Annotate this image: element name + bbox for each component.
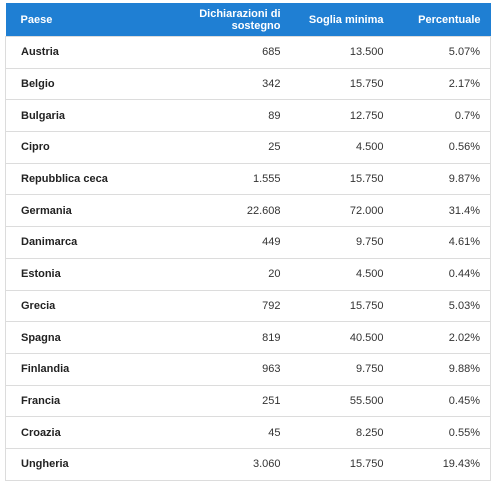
table-row: Belgio 342 15.750 2.17% xyxy=(5,67,491,101)
value-cell: 22.608 xyxy=(165,194,291,228)
value-cell: 251 xyxy=(165,384,291,418)
table-header: Paese Dichiarazioni di sostegno Soglia min… xyxy=(5,3,491,37)
table-row: Estonia 20 4.500 0.44% xyxy=(5,257,491,291)
header-cell: Percentuale xyxy=(393,3,491,37)
value-cell: 15.750 xyxy=(290,162,394,196)
table-row: Bulgaria 89 12.750 0.7% xyxy=(5,99,491,133)
header-cell: Soglia minima xyxy=(290,3,394,37)
value-cell: 9.750 xyxy=(290,226,394,259)
value-cell: 0.7% xyxy=(393,99,491,133)
value-cell: 45 xyxy=(165,416,291,449)
table-row: Francia 251 55.500 0.45% xyxy=(5,384,491,418)
table-row: Danimarca 449 9.750 4.61% xyxy=(5,226,491,259)
value-cell: 0.56% xyxy=(393,131,491,164)
value-cell: 9.88% xyxy=(393,352,491,386)
country-cell: Cipro xyxy=(5,131,166,164)
value-cell: 15.750 xyxy=(290,67,394,101)
country-cell: Repubblica ceca xyxy=(5,162,166,196)
value-cell: 40.500 xyxy=(290,321,394,354)
header-cell: Dichiarazioni di sostegno xyxy=(165,3,291,37)
value-cell: 19.43% xyxy=(393,447,491,481)
value-cell: 819 xyxy=(165,321,291,354)
table-row: Spagna 819 40.500 2.02% xyxy=(5,321,491,354)
country-cell: Francia xyxy=(5,384,166,418)
value-cell: 4.500 xyxy=(290,257,394,291)
country-cell: Croazia xyxy=(5,416,166,449)
value-cell: 2.17% xyxy=(393,67,491,101)
country-cell: Grecia xyxy=(5,289,166,323)
table-body: Austria 685 13.500 5.07% Belgio 342 15.750 2.17… xyxy=(5,36,491,481)
value-cell: 31.4% xyxy=(393,194,491,228)
country-cell: Spagna xyxy=(5,321,166,354)
table-row: Ungheria 3.060 15.750 19.43% xyxy=(5,447,491,481)
table-row: Grecia 792 15.750 5.03% xyxy=(5,289,491,323)
country-cell: Estonia xyxy=(5,257,166,291)
value-cell: 1.555 xyxy=(165,162,291,196)
table-row: Germania 22.608 72.000 31.4% xyxy=(5,194,491,228)
table-row: Austria 685 13.500 5.07% xyxy=(5,36,491,69)
country-cell: Danimarca xyxy=(5,226,166,259)
value-cell: 792 xyxy=(165,289,291,323)
value-cell: 15.750 xyxy=(290,447,394,481)
value-cell: 15.750 xyxy=(290,289,394,323)
table-row: Croazia 45 8.250 0.55% xyxy=(5,416,491,449)
value-cell: 5.03% xyxy=(393,289,491,323)
value-cell: 5.07% xyxy=(393,36,491,69)
country-cell: Austria xyxy=(5,36,166,69)
table-row: Repubblica ceca 1.555 15.750 9.87% xyxy=(5,162,491,196)
country-cell: Ungheria xyxy=(5,447,166,481)
value-cell: 12.750 xyxy=(290,99,394,133)
country-cell: Finlandia xyxy=(5,352,166,386)
value-cell: 0.55% xyxy=(393,416,491,449)
value-cell: 13.500 xyxy=(290,36,394,69)
value-cell: 9.750 xyxy=(290,352,394,386)
value-cell: 89 xyxy=(165,99,291,133)
header-row: Paese Dichiarazioni di sostegno Soglia min… xyxy=(5,3,491,37)
data-table: Paese Dichiarazioni di sostegno Soglia min… xyxy=(5,3,491,481)
country-cell: Belgio xyxy=(5,67,166,101)
country-cell: Germania xyxy=(5,194,166,228)
value-cell: 4.500 xyxy=(290,131,394,164)
value-cell: 20 xyxy=(165,257,291,291)
value-cell: 963 xyxy=(165,352,291,386)
value-cell: 449 xyxy=(165,226,291,259)
value-cell: 25 xyxy=(165,131,291,164)
value-cell: 55.500 xyxy=(290,384,394,418)
table-row: Cipro 25 4.500 0.56% xyxy=(5,131,491,164)
value-cell: 4.61% xyxy=(393,226,491,259)
value-cell: 72.000 xyxy=(290,194,394,228)
value-cell: 342 xyxy=(165,67,291,101)
value-cell: 2.02% xyxy=(393,321,491,354)
value-cell: 8.250 xyxy=(290,416,394,449)
value-cell: 0.45% xyxy=(393,384,491,418)
header-cell: Paese xyxy=(5,3,166,37)
country-cell: Bulgaria xyxy=(5,99,166,133)
table-row: Finlandia 963 9.750 9.88% xyxy=(5,352,491,386)
value-cell: 0.44% xyxy=(393,257,491,291)
value-cell: 685 xyxy=(165,36,291,69)
value-cell: 3.060 xyxy=(165,447,291,481)
value-cell: 9.87% xyxy=(393,162,491,196)
